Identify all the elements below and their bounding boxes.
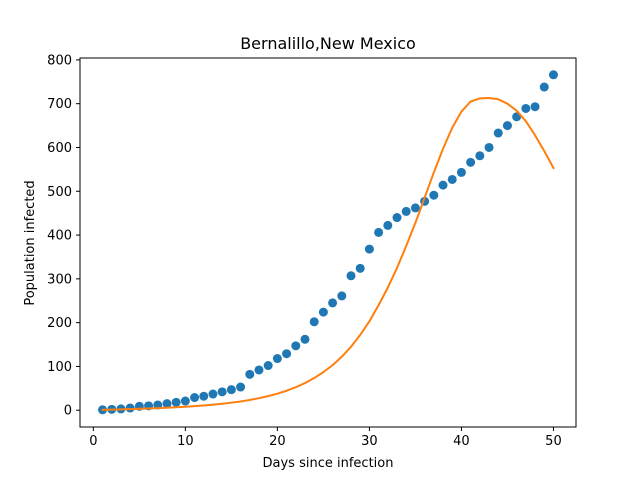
data-point — [272, 354, 282, 364]
data-point — [346, 271, 356, 281]
data-point — [318, 307, 328, 317]
data-point — [429, 190, 439, 200]
x-tick-label: 0 — [89, 434, 97, 449]
data-point — [217, 387, 227, 397]
data-point — [171, 397, 181, 407]
data-point — [282, 349, 292, 359]
data-point — [309, 317, 319, 327]
data-point — [208, 389, 218, 399]
x-tick-label: 40 — [453, 434, 470, 449]
data-point — [190, 393, 200, 403]
y-tick-label: 600 — [47, 141, 72, 156]
data-point — [236, 382, 246, 392]
data-point — [447, 174, 457, 184]
data-point — [263, 361, 273, 371]
y-tick-label: 800 — [47, 53, 72, 68]
y-tick-label: 100 — [47, 360, 72, 375]
data-point — [493, 128, 503, 138]
series-line — [101, 96, 555, 411]
data-point — [162, 399, 172, 409]
axes-frame — [79, 57, 577, 428]
data-point — [410, 203, 420, 213]
data-point — [328, 298, 338, 308]
x-axis-label: Days since infection — [263, 456, 394, 471]
data-point — [355, 263, 365, 273]
data-point — [364, 244, 374, 254]
data-point — [521, 103, 531, 113]
data-point — [484, 142, 494, 152]
x-tick-label: 10 — [177, 434, 194, 449]
data-point — [438, 180, 448, 190]
x-tick-label: 30 — [361, 434, 378, 449]
data-point — [300, 334, 310, 344]
y-tick-label: 0 — [64, 404, 72, 419]
data-point — [548, 70, 558, 80]
data-point — [456, 167, 466, 177]
data-point — [392, 213, 402, 223]
data-point — [337, 291, 347, 301]
data-point — [374, 227, 384, 237]
data-point — [254, 365, 264, 375]
data-point — [226, 385, 236, 395]
data-point — [530, 102, 540, 112]
data-point — [199, 391, 209, 401]
data-point — [291, 341, 301, 351]
y-tick-label: 200 — [47, 316, 72, 331]
data-point — [539, 82, 549, 92]
data-point — [475, 151, 485, 161]
data-point — [245, 369, 255, 379]
y-tick-label: 400 — [47, 229, 72, 244]
chart-title: Bernalillo,New Mexico — [240, 34, 416, 53]
data-point — [466, 157, 476, 167]
data-point — [401, 206, 411, 216]
data-point — [180, 396, 190, 406]
data-point — [125, 403, 135, 413]
y-axis-label: Population infected — [23, 180, 38, 305]
x-tick-label: 20 — [269, 434, 286, 449]
plot-area — [98, 70, 558, 415]
x-tick-label: 50 — [545, 434, 562, 449]
y-tick-label: 700 — [47, 97, 72, 112]
data-point — [502, 121, 512, 131]
y-tick-label: 300 — [47, 272, 72, 287]
y-tick-label: 500 — [47, 185, 72, 200]
data-point — [383, 220, 393, 230]
